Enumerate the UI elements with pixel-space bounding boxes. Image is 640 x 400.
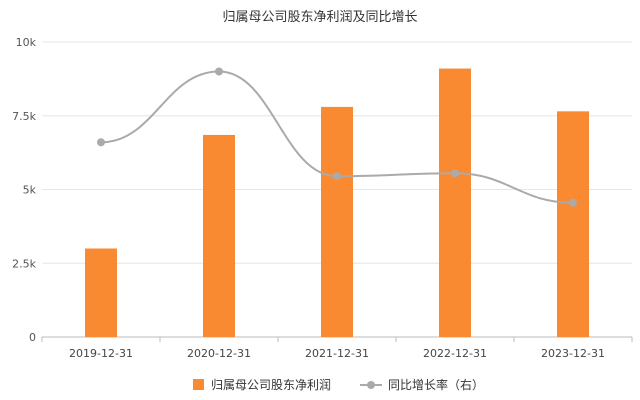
x-axis: 2019-12-31 2020-12-31 2021-12-31 2022-12-31…	[41, 337, 633, 360]
line-point[interactable]	[97, 138, 105, 147]
line-point[interactable]	[569, 198, 577, 207]
y-tick-label: 10k	[16, 36, 37, 49]
legend-swatch-dot	[367, 381, 375, 389]
y-axis-ticks: 0 2.5k 5k 7.5k 10k	[12, 36, 36, 344]
line-series	[97, 67, 577, 207]
legend-swatch-bar	[193, 379, 204, 390]
x-tick-label: 2019-12-31	[69, 347, 133, 360]
bar-series	[85, 68, 589, 338]
x-tick-label: 2020-12-31	[187, 347, 251, 360]
y-tick-label: 5k	[23, 184, 37, 197]
line-point[interactable]	[451, 169, 459, 178]
x-tick-label: 2022-12-31	[423, 347, 487, 360]
chart-title: 归属母公司股东净利润及同比增长	[222, 10, 417, 25]
bar[interactable]	[557, 111, 589, 337]
y-tick-label: 0	[29, 331, 36, 344]
x-tick-label: 2021-12-31	[305, 347, 369, 360]
bar[interactable]	[85, 248, 117, 338]
legend-label-line: 同比增长率（右）	[388, 377, 484, 392]
bar[interactable]	[439, 68, 471, 338]
line-point[interactable]	[215, 67, 223, 76]
series-line	[100, 70, 574, 204]
x-tick-label: 2023-12-31	[541, 347, 605, 360]
legend[interactable]: 归属母公司股东净利润 同比增长率（右）	[193, 377, 484, 392]
legend-label-bar: 归属母公司股东净利润	[211, 378, 331, 392]
y-tick-label: 2.5k	[12, 257, 36, 270]
bar[interactable]	[203, 134, 235, 337]
y-tick-label: 7.5k	[12, 110, 36, 123]
bar[interactable]	[321, 106, 353, 338]
line-point[interactable]	[333, 172, 341, 181]
